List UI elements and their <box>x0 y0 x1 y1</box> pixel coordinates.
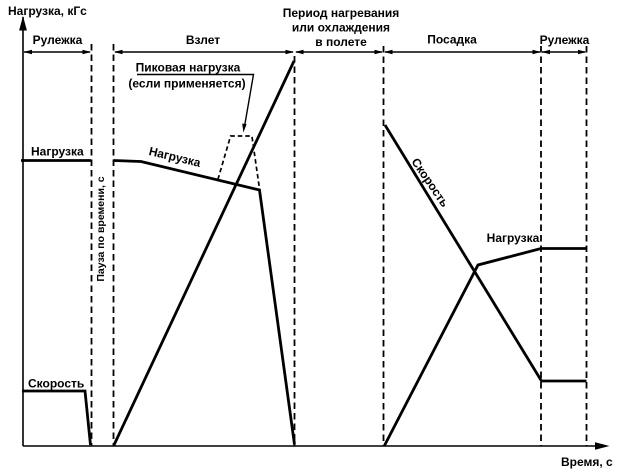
svg-text:в полете: в полете <box>315 35 367 49</box>
svg-text:Нагрузка: Нагрузка <box>31 145 84 159</box>
svg-text:Рулежка: Рулежка <box>33 33 83 47</box>
svg-text:Пиковая нагрузка: Пиковая нагрузка <box>136 61 241 75</box>
svg-text:Пауза по времени, с: Пауза по времени, с <box>95 176 107 281</box>
svg-text:(если применяется): (если применяется) <box>128 77 245 91</box>
svg-text:Период нагревания: Период нагревания <box>283 6 400 20</box>
svg-text:Скорость: Скорость <box>28 377 84 391</box>
svg-text:Нагрузка, кГс: Нагрузка, кГс <box>8 4 87 18</box>
svg-text:Взлет: Взлет <box>186 33 220 47</box>
svg-text:Нагрузка: Нагрузка <box>487 231 540 245</box>
svg-text:Рулежка: Рулежка <box>540 33 590 47</box>
svg-text:или охлаждения: или охлаждения <box>292 21 390 35</box>
svg-text:Время, с: Время, с <box>561 455 613 469</box>
svg-text:Посадка: Посадка <box>427 33 477 47</box>
